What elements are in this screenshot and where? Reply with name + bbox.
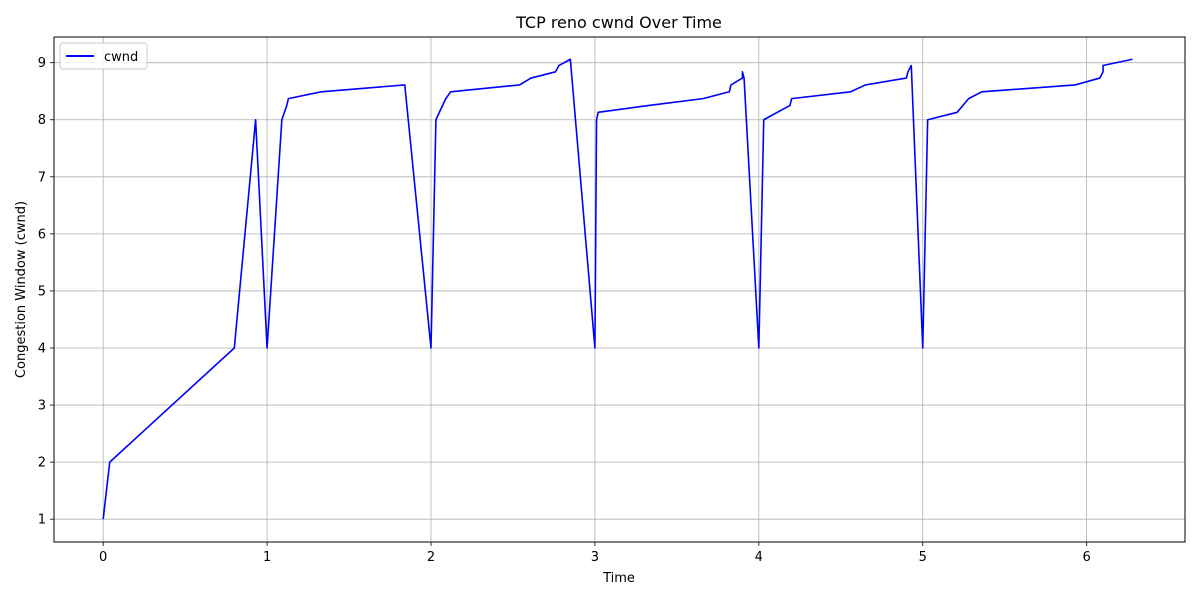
x-tick-label: 1: [263, 550, 271, 565]
grid: [54, 37, 1185, 542]
x-tick-label: 5: [919, 550, 927, 565]
y-tick-label: 3: [38, 399, 46, 414]
y-tick-label: 8: [38, 113, 46, 128]
x-tick-label: 4: [755, 550, 763, 565]
y-tick-label: 7: [38, 170, 46, 185]
legend: cwnd: [59, 42, 148, 70]
y-axis-title: Congestion Window (cwnd): [14, 201, 29, 378]
series-line-cwnd: [102, 58, 1133, 520]
y-tick-label: 1: [38, 513, 46, 528]
chart-title: TCP reno cwnd Over Time: [515, 13, 722, 32]
x-tick-label: 6: [1083, 550, 1091, 565]
x-axis: 0 1 2 3 4 5 6: [99, 542, 1091, 565]
y-tick-label: 9: [38, 56, 46, 71]
y-tick-label: 6: [38, 227, 46, 242]
y-tick-label: 5: [38, 284, 46, 299]
plot-lines: [102, 58, 1133, 520]
x-axis-title: Time: [602, 571, 635, 586]
x-tick-label: 0: [99, 550, 107, 565]
y-axis: 1 2 3 4 5 6 7 8 9: [38, 56, 54, 528]
y-tick-label: 2: [38, 456, 46, 471]
x-tick-label: 3: [591, 550, 599, 565]
x-tick-label: 2: [427, 550, 435, 565]
legend-label: cwnd: [104, 50, 138, 65]
y-tick-label: 4: [38, 341, 46, 356]
plot-frame: [53, 36, 1186, 543]
legend-box: [59, 42, 148, 70]
